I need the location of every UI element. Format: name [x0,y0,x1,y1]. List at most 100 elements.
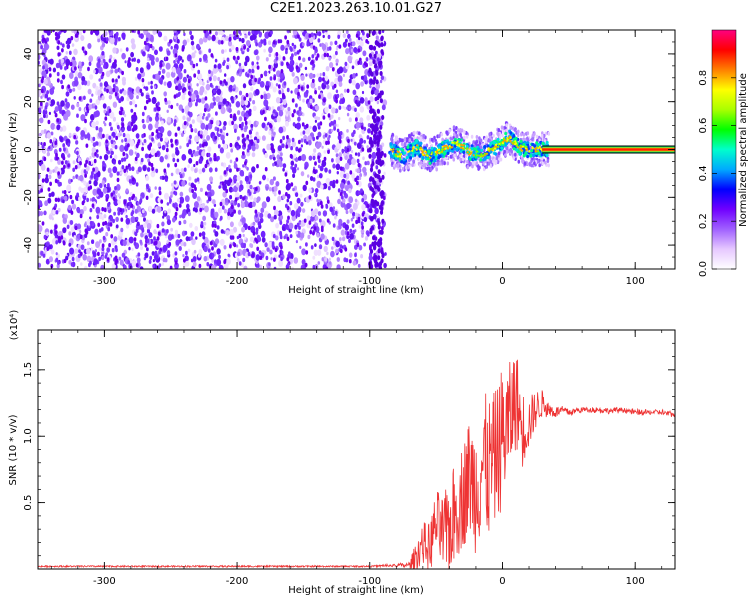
noise-speckle [40,129,45,135]
noise-speckle-dense [319,200,323,206]
noise-speckle [153,253,159,261]
edge-speckle [371,202,375,208]
noise-speckle-dense [50,263,54,269]
noise-speckle [358,224,362,229]
edge-speckle [378,261,383,267]
noise-speckle-dense [115,31,119,37]
noise-speckle-dense [345,258,349,263]
noise-speckle [89,136,94,142]
noise-speckle [236,235,240,240]
noise-speckle [326,251,329,256]
noise-speckle-dense [90,30,93,35]
noise-speckle-dense [333,119,337,125]
signal-halo [441,160,444,165]
noise-speckle [252,75,256,79]
noise-speckle [48,174,52,180]
noise-speckle [161,221,165,227]
noise-speckle-dense [145,195,149,200]
noise-speckle [276,158,282,165]
noise-speckle [362,50,367,57]
noise-speckle [303,134,308,141]
noise-speckle-dense [285,203,288,209]
edge-speckle [380,35,384,41]
noise-speckle [182,76,187,83]
noise-speckle-dense [305,242,308,247]
noise-speckle-dense [357,216,361,222]
edge-speckle [372,59,376,65]
noise-speckle-dense [243,116,247,122]
signal-halo [488,132,492,137]
noise-speckle [201,167,206,173]
noise-speckle-dense [349,170,353,175]
signal-halo [514,152,517,157]
noise-speckle [241,37,245,44]
noise-speckle [203,226,206,230]
edge-speckle [371,161,375,167]
noise-speckle [39,117,44,124]
noise-speckle [338,116,341,121]
noise-speckle [214,211,219,218]
noise-speckle [88,180,92,185]
noise-speckle [302,184,307,192]
noise-speckle [114,154,118,160]
noise-speckle [307,174,310,178]
edge-speckle [372,180,376,186]
noise-speckle [52,67,57,73]
edge-speckle [369,167,374,173]
noise-speckle [50,249,55,255]
noise-speckle-dense [188,54,192,59]
noise-speckle-dense [55,257,59,262]
noise-speckle-dense [39,101,43,107]
noise-speckle [282,163,287,169]
noise-speckle-dense [217,144,221,149]
noise-speckle [160,120,164,125]
noise-speckle [164,192,169,200]
noise-speckle-dense [284,35,287,40]
noise-speckle [300,171,305,177]
noise-speckle [94,228,99,235]
noise-speckle [369,61,373,67]
noise-speckle [142,83,145,87]
noise-speckle-dense [121,165,125,170]
noise-speckle [237,251,241,257]
noise-speckle-dense [312,155,316,161]
noise-speckle-dense [278,90,282,95]
noise-speckle-dense [169,39,172,44]
noise-speckle-dense [305,89,309,95]
noise-speckle [162,244,168,252]
noise-speckle [126,125,131,132]
noise-speckle [192,192,198,199]
edge-speckle [377,186,381,192]
noise-speckle [123,264,127,269]
edge-speckle [371,241,375,247]
noise-speckle-dense [347,180,350,185]
noise-speckle-dense [112,83,116,89]
noise-speckle [268,53,272,57]
noise-speckle [105,133,110,140]
signal-halo [466,165,470,169]
noise-speckle-dense [74,225,78,231]
noise-speckle [174,229,178,235]
noise-speckle-dense [54,203,58,208]
noise-speckle [256,121,259,126]
noise-speckle-dense [251,30,255,35]
noise-speckle [273,185,278,192]
noise-speckle [367,128,371,134]
noise-speckle-dense [178,83,181,88]
noise-speckle-dense [260,73,263,79]
noise-speckle-dense [193,184,197,189]
noise-speckle [118,98,122,104]
signal-halo [505,123,509,128]
noise-speckle [226,77,232,84]
noise-speckle [313,148,317,153]
noise-speckle [181,154,187,161]
noise-speckle-dense [222,61,226,66]
noise-speckle-dense [109,216,113,222]
noise-speckle [340,229,345,236]
noise-speckle-dense [293,109,296,114]
noise-speckle-dense [46,246,50,251]
noise-speckle [317,211,322,216]
noise-speckle-dense [204,163,208,169]
noise-speckle [62,217,67,224]
